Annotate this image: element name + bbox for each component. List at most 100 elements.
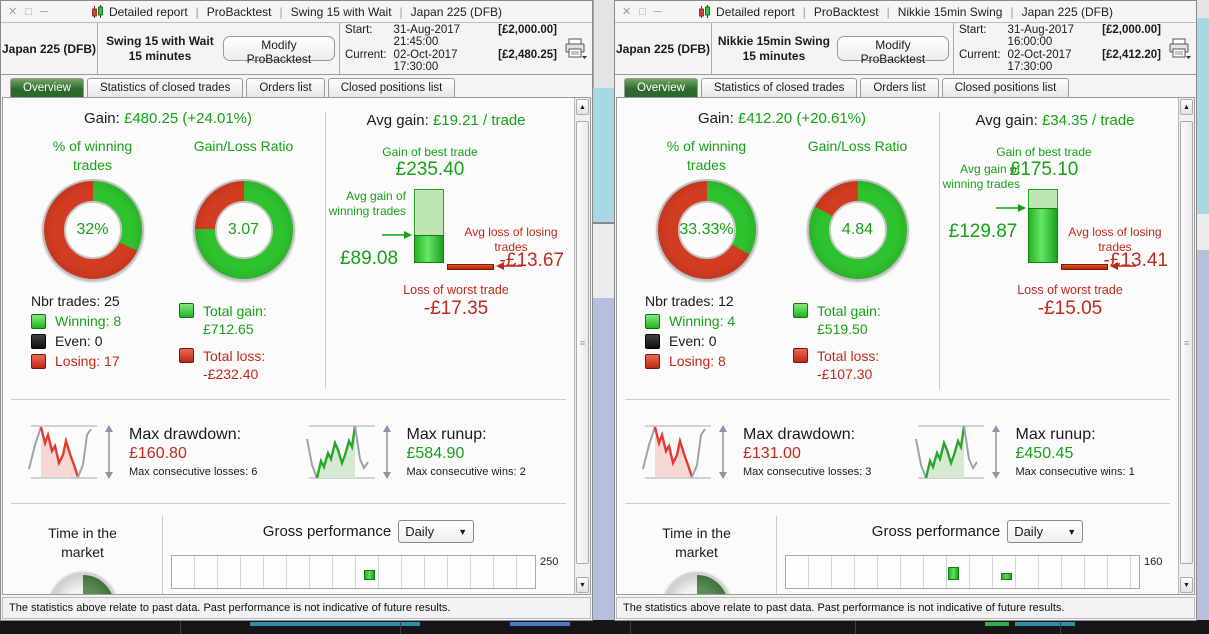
winning-trades-donut-chart: 32%: [41, 179, 144, 281]
titlebar: ✕ □ ─ Detailed report | ProBacktest | Ni…: [615, 1, 1196, 23]
title-separator: |: [399, 4, 403, 19]
max-consecutive-wins: Max consecutive wins: 1: [1015, 465, 1135, 478]
print-icon[interactable]: [1167, 38, 1191, 60]
gross-performance-label: Gross performance: [262, 523, 392, 540]
runup-sparkline-icon: [305, 424, 391, 479]
maximize-icon[interactable]: □: [639, 5, 646, 18]
nbr-trades: Nbr trades: 12: [645, 293, 734, 309]
maximize-icon[interactable]: □: [25, 5, 32, 18]
title-instrument: Japan 225 (DFB): [1021, 4, 1113, 19]
background-right-strip: [1197, 0, 1209, 634]
tab-orders-list[interactable]: Orders list: [246, 78, 325, 97]
scroll-up-button[interactable]: ▲: [1180, 99, 1193, 115]
candlestick-icon: [699, 4, 710, 18]
scroll-down-button[interactable]: ▼: [1180, 577, 1193, 593]
close-icon[interactable]: ✕: [8, 6, 18, 18]
winning-swatch-icon: [645, 314, 660, 329]
tab-closed-positions-list[interactable]: Closed positions list: [327, 78, 456, 97]
winning-donut-title: % of winning trades: [666, 138, 747, 173]
title-module: ProBacktest: [813, 4, 879, 19]
scroll-up-button[interactable]: ▲: [576, 99, 589, 115]
period-select[interactable]: Daily ▼: [1007, 520, 1084, 543]
y-axis-max-label: 160: [1144, 556, 1163, 568]
scroll-thumb[interactable]: ≡: [576, 121, 589, 564]
max-consecutive-wins: Max consecutive wins: 2: [406, 465, 526, 478]
backtest-period: Start: 31-Aug-2017 16:00:00 [£2,000.00] Cu…: [959, 24, 1161, 73]
avg-win-arrow-icon: [382, 231, 412, 239]
losing-swatch-icon: [645, 354, 660, 369]
close-icon[interactable]: ✕: [622, 6, 632, 18]
tab-statistics-of-closed-trades[interactable]: Statistics of closed trades: [86, 78, 244, 97]
title-report: Detailed report: [716, 4, 795, 19]
best-worst-trade-chart: Gain of best trade £175.10 Avg gain of w…: [942, 145, 1168, 319]
report-header: Japan 225 (DFB) Nikkie 15min Swing 15 mi…: [615, 23, 1196, 75]
report-window-left: ✕ □ ─ Detailed report | ProBacktest | Sw…: [0, 0, 593, 621]
ratio-donut-title: Gain/Loss Ratio: [193, 138, 294, 154]
max-consecutive-losses: Max consecutive losses: 3: [743, 465, 872, 478]
tab-statistics-of-closed-trades[interactable]: Statistics of closed trades: [700, 78, 858, 97]
avg-gain-summary: Avg gain: £19.21 / trade: [366, 112, 526, 129]
max-consecutive-losses: Max consecutive losses: 6: [129, 465, 258, 478]
ratio-donut-title: Gain/Loss Ratio: [807, 138, 908, 154]
disclaimer-statusbar: The statistics above relate to past data…: [2, 597, 591, 619]
print-icon[interactable]: [563, 38, 587, 60]
title-strategy: Nikkie 15min Swing: [897, 4, 1003, 19]
scroll-track[interactable]: ≡: [576, 116, 589, 576]
max-drawdown-value: £131.00: [743, 444, 801, 462]
tab-overview[interactable]: Overview: [624, 78, 698, 97]
time-in-market-pie-chart: [48, 572, 117, 594]
max-drawdown-label: Max drawdown:: [743, 425, 856, 443]
avg-loss-arrow-icon: [1110, 262, 1136, 270]
vertical-scrollbar[interactable]: ▲ ≡ ▼: [574, 98, 590, 594]
even-swatch-icon: [645, 334, 660, 349]
legend-losing: Losing: 8: [645, 353, 793, 369]
drawdown-sparkline-icon: [642, 424, 727, 479]
drawdown-sparkline-icon: [28, 424, 113, 479]
scroll-thumb[interactable]: ≡: [1180, 121, 1193, 564]
tab-orders-list[interactable]: Orders list: [860, 78, 939, 97]
tab-closed-positions-list[interactable]: Closed positions list: [941, 78, 1070, 97]
avg-loss-arrow-icon: [496, 262, 522, 270]
title-instrument: Japan 225 (DFB): [410, 4, 503, 19]
report-window-right: ✕ □ ─ Detailed report | ProBacktest | Ni…: [614, 0, 1197, 621]
report-tabs: Overview Statistics of closed trades Ord…: [1, 75, 592, 97]
chevron-down-icon: ▼: [1067, 526, 1077, 537]
avg-gain-summary: Avg gain: £34.35 / trade: [975, 112, 1135, 129]
tab-overview[interactable]: Overview: [10, 78, 84, 97]
title-strategy: Swing 15 with Wait: [290, 4, 392, 19]
candlestick-icon: [92, 4, 103, 18]
max-runup-value: £584.90: [406, 444, 465, 462]
report-header: Japan 225 (DFB) Swing 15 with Wait 15 mi…: [1, 23, 592, 75]
gain-loss-ratio-donut-chart: 3.07: [192, 179, 295, 281]
gain-summary: Gain: £412.20 (+20.61%): [697, 110, 867, 127]
title-separator: |: [195, 4, 199, 19]
modify-probacktest-button[interactable]: Modify ProBacktest: [222, 36, 335, 66]
minimize-icon[interactable]: ─: [39, 5, 48, 18]
period-select[interactable]: Daily ▼: [398, 520, 475, 543]
nbr-trades: Nbr trades: 25: [31, 293, 120, 309]
loss-swatch-icon: [793, 348, 808, 363]
legend-winning: Winning: 8: [31, 313, 179, 329]
minimize-icon[interactable]: ─: [653, 5, 662, 18]
vertical-scrollbar[interactable]: ▲ ≡ ▼: [1178, 98, 1194, 594]
loss-swatch-icon: [179, 348, 194, 363]
runup-sparkline-icon: [914, 424, 1000, 479]
report-tabs: Overview Statistics of closed trades Ord…: [615, 75, 1196, 97]
title-report: Detailed report: [108, 4, 188, 19]
total-gain: Total gain: £519.50: [793, 302, 939, 338]
max-runup-value: £450.45: [1015, 444, 1074, 462]
chevron-down-icon: ▼: [458, 526, 468, 537]
max-runup-label: Max runup:: [1015, 425, 1096, 443]
title-separator: |: [1010, 4, 1014, 19]
total-loss: Total loss: -£107.30: [793, 347, 939, 383]
grip-icon: ≡: [1183, 337, 1190, 348]
scroll-track[interactable]: ≡: [1180, 116, 1193, 576]
time-in-market-label: Time in the market: [48, 525, 117, 560]
scroll-down-button[interactable]: ▼: [576, 577, 589, 593]
strategy-name: Nikkie 15min Swing 15 minutes: [717, 33, 830, 63]
gross-performance-chart: [171, 555, 536, 589]
background-gap-strip: [593, 0, 614, 634]
grip-icon: ≡: [579, 337, 586, 348]
modify-probacktest-button[interactable]: Modify ProBacktest: [836, 36, 949, 66]
instrument-name: Japan 225 (DFB): [1, 23, 98, 74]
